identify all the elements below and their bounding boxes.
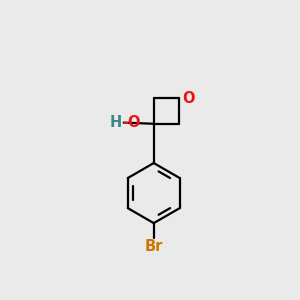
Text: -: -: [122, 115, 128, 130]
Text: O: O: [182, 91, 194, 106]
Text: O: O: [128, 115, 140, 130]
Text: H: H: [110, 115, 122, 130]
Text: Br: Br: [145, 239, 163, 254]
